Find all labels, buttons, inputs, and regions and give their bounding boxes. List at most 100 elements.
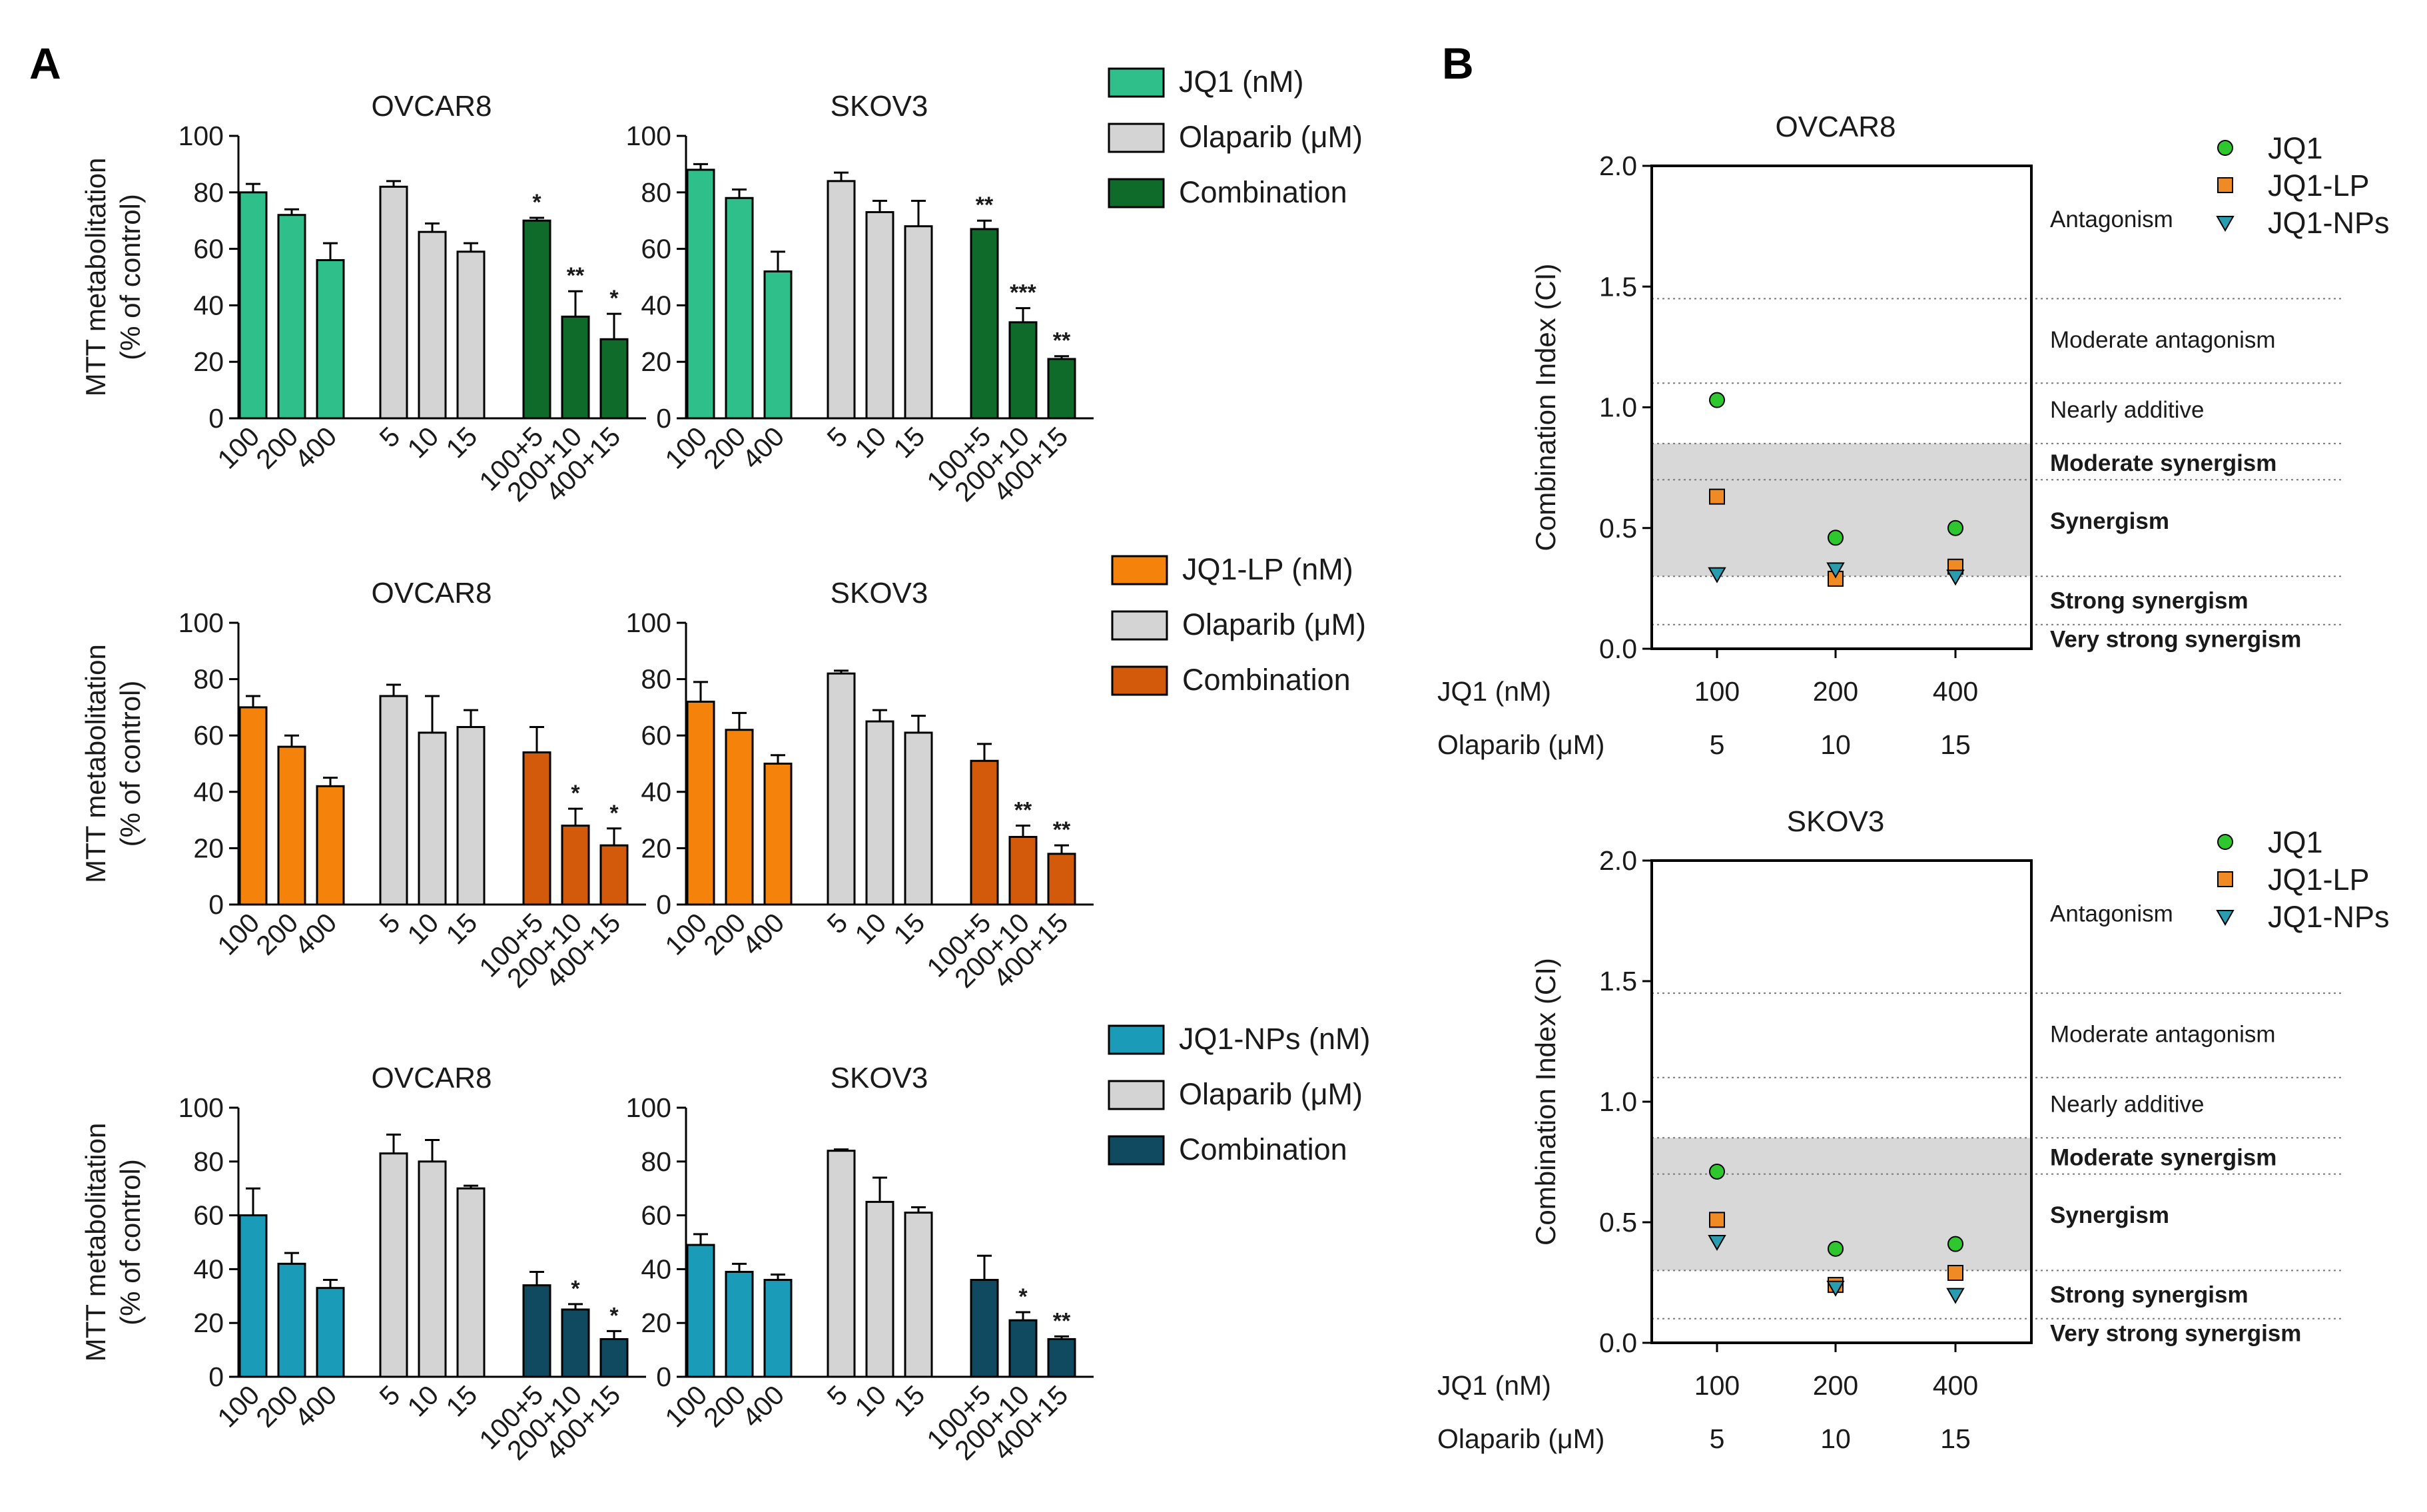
legend-swatch [1108, 67, 1165, 98]
legend-label: JQ1-NPs [2268, 900, 2390, 934]
legend-jq1: JQ1 (nM) Olaparib (μM) Combination [1108, 65, 1363, 209]
x-tick-label: 10 [402, 421, 445, 464]
y-axis-label: MTT metabolitation [80, 158, 111, 397]
zone-label: Moderate antagonism [2050, 327, 2276, 353]
x-tick-label: 15 [440, 421, 484, 464]
significance-label: ** [567, 263, 585, 288]
legend-label: JQ1-LP (nM) [1182, 552, 1353, 586]
bar [1047, 853, 1076, 906]
bar [725, 196, 754, 420]
zone-label: Strong synergism [2050, 588, 2249, 614]
x-tick-label: 15 [888, 421, 931, 464]
bar [379, 185, 408, 420]
y-tick-label: 20 [193, 346, 224, 377]
y-tick-label: 0 [656, 403, 671, 434]
bar [456, 726, 486, 906]
zone-label: Synergism [2050, 1202, 2169, 1228]
legend-label: JQ1-LP [2268, 169, 2370, 202]
chart-title: OVCAR8 [372, 90, 492, 123]
dose-row-value: 15 [1940, 1423, 1971, 1454]
legend-label: Combination [1179, 1132, 1347, 1166]
y-axis-label: Combination Index (CI) [1530, 264, 1561, 552]
y-tick-label: 60 [193, 1200, 224, 1231]
y-tick-label: 1.0 [1599, 392, 1637, 423]
legend-marker [2217, 177, 2233, 193]
bar [599, 1337, 629, 1378]
bar [865, 1200, 894, 1378]
bar [522, 219, 551, 420]
zone-label: Very strong synergism [2050, 1321, 2301, 1347]
x-tick-label: 400 [288, 1379, 342, 1433]
bar-chart-1: OVCAR8 0 20 40 60 80 100 MTT metabolitation (% o… [80, 90, 646, 508]
data-point-jq1-nps [1946, 569, 1965, 586]
y-tick-label: 0 [208, 889, 224, 920]
bar [599, 844, 629, 906]
bar [970, 228, 999, 420]
legend-label: JQ1-NPs (nM) [1179, 1022, 1371, 1056]
bar [1008, 835, 1038, 906]
zone-label: Strong synergism [2050, 1282, 2249, 1308]
bar [561, 825, 590, 906]
y-tick-label: 40 [193, 1254, 224, 1284]
data-point-jq1 [1947, 520, 1963, 536]
bar [456, 1187, 486, 1378]
bar [522, 751, 551, 906]
data-point-jq1 [1828, 1240, 1844, 1257]
y-tick-label: 80 [641, 664, 671, 695]
x-tick-label: 15 [440, 907, 484, 950]
zone-label: Antagonism [2050, 206, 2173, 232]
ci-chart-skov3: SKOV3 0.0 0.5 1.0 1.5 2.0 Combination Index (C… [1437, 805, 2390, 1454]
zone-label: Synergism [2050, 508, 2169, 534]
bar [238, 706, 268, 906]
y-tick-label: 40 [641, 290, 671, 320]
y-tick-label: 20 [193, 833, 224, 863]
dose-row-value: 10 [1820, 729, 1851, 760]
y-tick-label: 0 [656, 889, 671, 920]
panel-a-label: A [29, 39, 61, 88]
significance-label: ** [1014, 798, 1032, 823]
x-tick-label: 10 [849, 421, 892, 464]
bar [827, 672, 856, 906]
x-tick-label: 5 [821, 421, 854, 454]
significance-label: * [1018, 1284, 1028, 1310]
y-tick-label: 2.0 [1599, 151, 1637, 181]
y-tick-label: 40 [641, 777, 671, 807]
bar [277, 745, 306, 906]
y-tick-label: 60 [193, 720, 224, 751]
x-tick-label: 5 [821, 1379, 854, 1412]
bar [725, 1270, 754, 1378]
y-tick-label: 20 [193, 1308, 224, 1338]
bar [418, 1160, 447, 1378]
legend-label: Olaparib (μM) [1179, 120, 1363, 154]
bar [238, 1214, 268, 1378]
x-tick-label: 15 [440, 1379, 484, 1423]
significance-label: ** [1053, 1308, 1071, 1333]
bar [904, 1212, 933, 1378]
data-point-jq1-nps [1826, 1280, 1845, 1297]
x-tick-label: 400 [288, 907, 342, 961]
bar [277, 214, 306, 420]
bar [827, 1150, 856, 1378]
bar [561, 315, 590, 420]
data-point-jq1-nps [1708, 1234, 1726, 1251]
legend-label: Olaparib (μM) [1182, 607, 1366, 641]
data-point-jq1-lp [1709, 488, 1725, 505]
dose-row-value: 100 [1694, 1370, 1740, 1401]
y-tick-label: 1.5 [1599, 966, 1637, 996]
dose-row-value: 200 [1813, 1370, 1858, 1401]
data-point-jq1 [1709, 392, 1725, 408]
x-tick-label: 400 [288, 421, 342, 475]
y-tick-label: 100 [178, 607, 224, 638]
legend-swatch [1108, 1024, 1165, 1055]
significance-label: ** [976, 192, 994, 218]
bar-chart-3: OVCAR8 0 20 40 60 80 100 MTT metabolitation (% o… [80, 577, 646, 994]
bar [1008, 321, 1038, 420]
significance-label: * [532, 190, 541, 215]
y-tick-label: 0 [208, 1361, 224, 1392]
y-tick-label: 20 [641, 346, 671, 377]
bar [686, 700, 715, 906]
data-point-jq1 [1828, 530, 1844, 546]
x-tick-label: 10 [849, 1379, 892, 1423]
legend-swatch [1111, 665, 1168, 696]
